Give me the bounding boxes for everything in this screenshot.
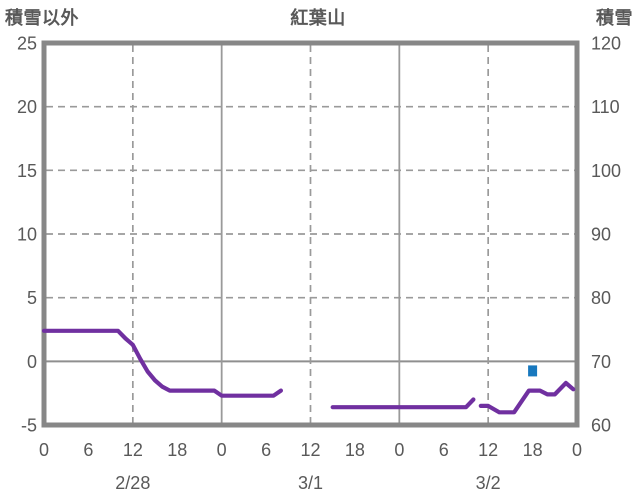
x-tick-label: 6	[261, 440, 271, 460]
date-label: 3/1	[298, 473, 323, 493]
x-tick-label: 12	[478, 440, 498, 460]
y-tick-label-right: 100	[591, 161, 621, 181]
x-tick-label: 0	[39, 440, 49, 460]
y-tick-label-right: 70	[591, 352, 611, 372]
y-tick-label-right: 60	[591, 416, 611, 436]
chart-title: 紅葉山	[290, 8, 346, 28]
x-tick-label: 0	[217, 440, 227, 460]
y-tick-label-left: -5	[21, 416, 37, 436]
snow-marker-square	[528, 365, 538, 377]
date-label: 3/2	[476, 473, 501, 493]
x-tick-label: 18	[167, 440, 187, 460]
x-tick-label: 18	[345, 440, 365, 460]
y-tick-label-left: 20	[17, 97, 37, 117]
y-tick-label-right: 120	[591, 34, 621, 54]
y-tick-label-left: 0	[27, 352, 37, 372]
x-tick-label: 12	[300, 440, 320, 460]
left-axis-title: 積雪以外	[5, 8, 79, 28]
purple-line-segment	[330, 397, 476, 410]
y-tick-label-right: 80	[591, 288, 611, 308]
purple-line-segment	[41, 328, 283, 398]
y-tick-label-left: 10	[17, 225, 37, 245]
date-label: 2/28	[115, 473, 150, 493]
y-tick-label-left: 15	[17, 161, 37, 181]
right-axis-title: 積雪	[596, 8, 633, 28]
x-tick-label: 6	[439, 440, 449, 460]
y-tick-label-left: 5	[27, 288, 37, 308]
purple-line-segment	[478, 380, 576, 415]
x-tick-label: 0	[394, 440, 404, 460]
y-tick-label-left: 25	[17, 34, 37, 54]
y-tick-label-right: 110	[591, 97, 620, 117]
x-tick-label: 12	[123, 440, 143, 460]
y-tick-label-right: 90	[591, 225, 611, 245]
x-tick-label: 18	[523, 440, 543, 460]
x-tick-label: 6	[83, 440, 93, 460]
x-tick-label: 0	[572, 440, 582, 460]
plot-border	[41, 40, 580, 428]
